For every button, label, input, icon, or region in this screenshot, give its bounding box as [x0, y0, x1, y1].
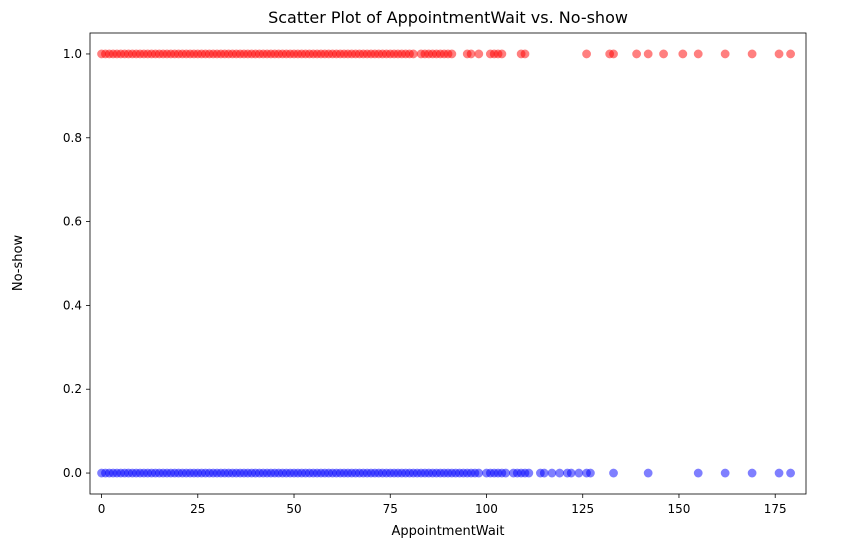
- point-no-show-0-123: [747, 468, 757, 478]
- point-no-show-0-120: [643, 468, 653, 478]
- data-points: [97, 49, 795, 478]
- y-tick-label: 0.2: [63, 382, 82, 396]
- x-tick-label: 0: [98, 502, 106, 516]
- point-no-show-1-109: [747, 49, 757, 59]
- x-tick-label: 150: [668, 502, 691, 516]
- point-no-show-1-90: [447, 49, 457, 59]
- point-no-show-0-98: [474, 468, 484, 478]
- x-tick-label: 125: [571, 502, 594, 516]
- plot-frame: [89, 32, 807, 495]
- y-axis: 0.0 0.2 0.4 0.6 0.8 1.0: [63, 47, 90, 480]
- point-no-show-0-124: [774, 468, 784, 478]
- point-no-show-1-81: [408, 49, 418, 59]
- point-no-show-0-104: [501, 468, 511, 478]
- point-no-show-1-99: [520, 49, 530, 59]
- y-tick-label: 0.0: [63, 466, 82, 480]
- point-no-show-1-103: [632, 49, 642, 59]
- point-no-show-1-111: [786, 49, 795, 59]
- point-no-show-0-121: [693, 468, 703, 478]
- y-tick-label: 1.0: [63, 47, 82, 61]
- point-no-show-0-115: [566, 468, 576, 478]
- point-no-show-1-102: [609, 49, 618, 59]
- point-no-show-1-108: [720, 49, 730, 59]
- chart-title: Scatter Plot of AppointmentWait vs. No-s…: [268, 8, 628, 27]
- point-no-show-0-112: [547, 468, 557, 478]
- point-no-show-1-100: [582, 49, 591, 59]
- point-no-show-1-110: [774, 49, 784, 59]
- y-tick-label: 0.4: [63, 298, 82, 312]
- y-tick-label: 0.8: [63, 131, 82, 145]
- point-no-show-1-105: [659, 49, 668, 59]
- y-tick-label: 0.6: [63, 215, 82, 229]
- x-tick-label: 75: [383, 502, 398, 516]
- x-tick-label: 100: [475, 502, 498, 516]
- point-no-show-0-125: [786, 468, 795, 478]
- point-no-show-0-113: [555, 468, 565, 478]
- point-no-show-0-109: [524, 468, 534, 478]
- x-axis: 0 25 50 75 100 125 150 175: [98, 494, 787, 516]
- point-no-show-1-93: [474, 49, 484, 59]
- y-axis-label: No-show: [11, 235, 26, 292]
- point-no-show-1-106: [678, 49, 688, 59]
- point-no-show-1-107: [693, 49, 703, 59]
- x-tick-label: 50: [286, 502, 301, 516]
- point-no-show-0-118: [586, 468, 595, 478]
- point-no-show-1-104: [643, 49, 653, 59]
- x-axis-label: AppointmentWait: [392, 524, 505, 539]
- point-no-show-0-116: [574, 468, 584, 478]
- x-tick-label: 175: [764, 502, 787, 516]
- x-tick-label: 25: [190, 502, 205, 516]
- point-no-show-0-111: [539, 468, 549, 478]
- point-no-show-0-119: [609, 468, 618, 478]
- point-no-show-0-122: [720, 468, 730, 478]
- point-no-show-1-92: [466, 49, 476, 59]
- point-no-show-1-97: [497, 49, 507, 59]
